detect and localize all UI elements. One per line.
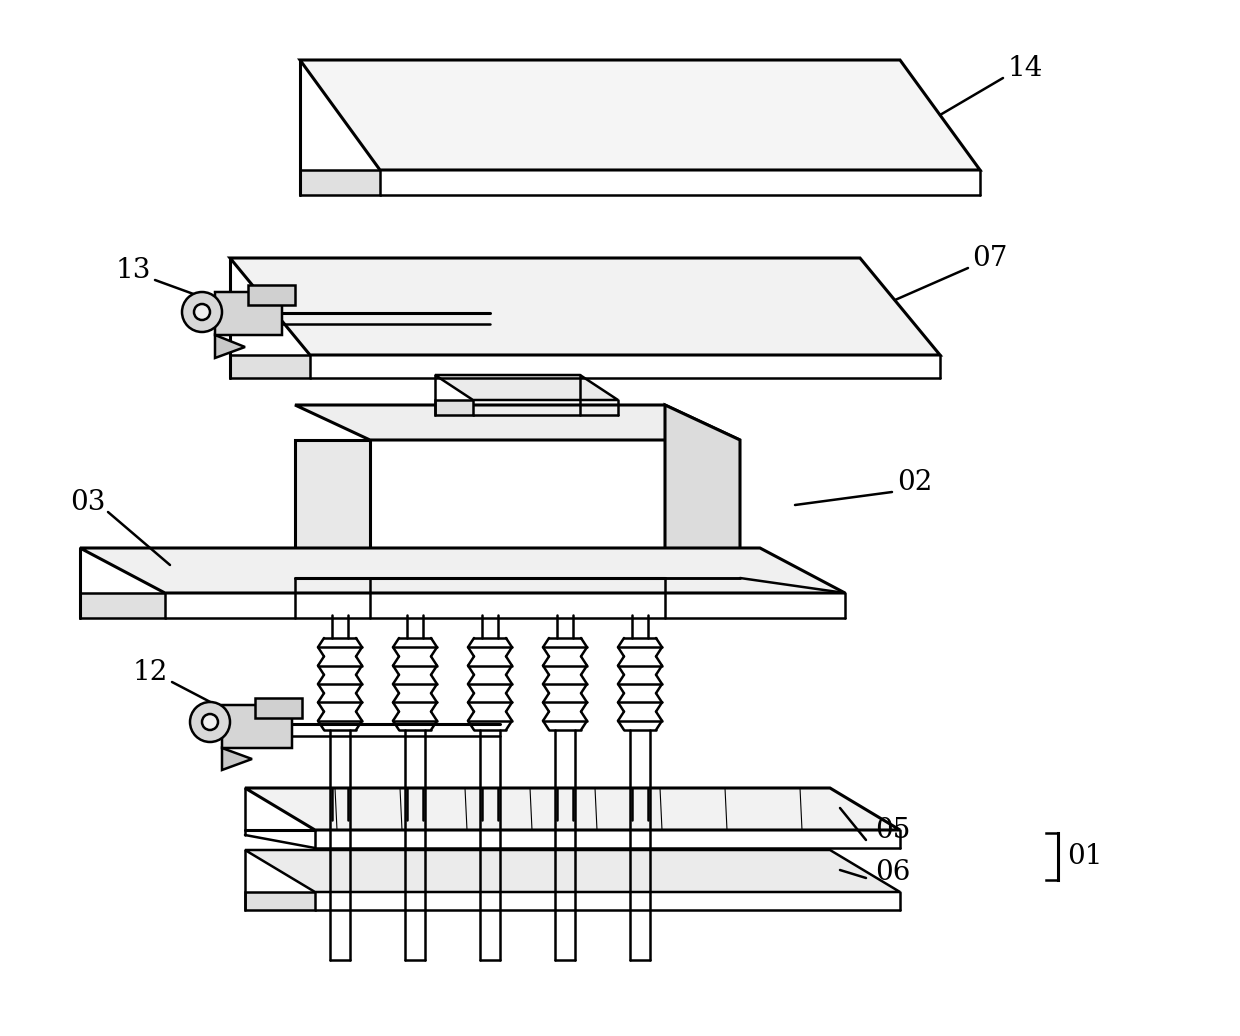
- Polygon shape: [300, 170, 379, 195]
- Polygon shape: [255, 698, 303, 718]
- Text: 05: 05: [875, 816, 910, 843]
- Polygon shape: [300, 60, 980, 170]
- Text: 13: 13: [115, 257, 151, 284]
- Polygon shape: [435, 400, 472, 415]
- Text: 01: 01: [1068, 843, 1102, 870]
- Text: 02: 02: [898, 468, 932, 495]
- Polygon shape: [246, 788, 900, 830]
- Polygon shape: [295, 440, 370, 578]
- Text: 12: 12: [133, 659, 167, 686]
- Text: 03: 03: [71, 489, 105, 516]
- Circle shape: [182, 292, 222, 332]
- Polygon shape: [229, 355, 310, 378]
- Text: 07: 07: [972, 244, 1008, 271]
- Polygon shape: [435, 375, 618, 400]
- Circle shape: [190, 702, 229, 742]
- Polygon shape: [246, 850, 900, 892]
- Polygon shape: [222, 748, 252, 770]
- Text: 06: 06: [875, 859, 910, 886]
- Polygon shape: [81, 548, 844, 593]
- Circle shape: [202, 714, 218, 730]
- Polygon shape: [229, 258, 940, 355]
- Polygon shape: [215, 292, 281, 335]
- Polygon shape: [246, 892, 315, 910]
- Polygon shape: [215, 335, 246, 358]
- Polygon shape: [665, 405, 740, 578]
- Polygon shape: [81, 593, 165, 618]
- Text: 14: 14: [1007, 55, 1043, 82]
- Polygon shape: [222, 706, 291, 748]
- Polygon shape: [248, 285, 295, 305]
- Polygon shape: [295, 405, 740, 440]
- Circle shape: [193, 304, 210, 320]
